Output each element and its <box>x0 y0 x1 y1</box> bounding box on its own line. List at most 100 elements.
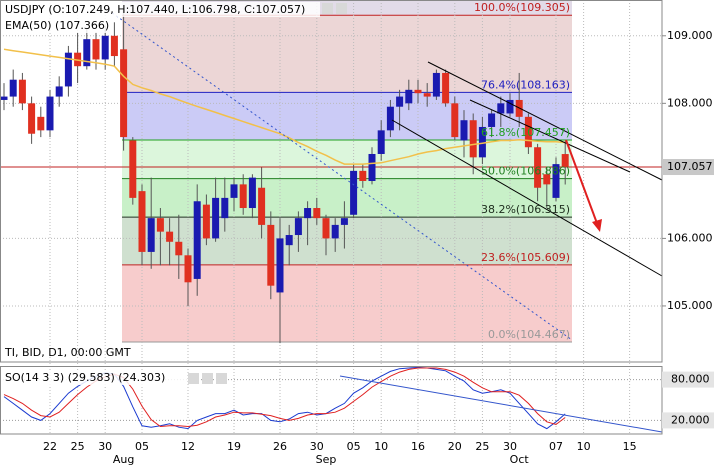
x-tick-label: 30 <box>503 440 517 453</box>
so-trend-line <box>339 375 663 433</box>
candle-body <box>46 96 54 131</box>
panel-icon[interactable] <box>322 3 333 14</box>
candle-body <box>184 255 192 283</box>
candle-body <box>285 235 293 246</box>
y-tick-label: 108.000 <box>667 96 713 109</box>
candle-body <box>488 113 496 127</box>
marks-layer <box>0 8 569 430</box>
candle-body <box>55 86 63 97</box>
x-tick-label: 30 <box>98 440 112 453</box>
candle-body <box>276 238 284 293</box>
candle-body <box>432 72 440 97</box>
candle-body <box>497 103 505 114</box>
channel-middle <box>469 99 631 173</box>
candle-body <box>478 126 486 158</box>
fib-label: 61.8%(107.457) <box>481 126 570 139</box>
candle-body <box>110 35 118 57</box>
candle-body <box>368 153 376 181</box>
candle-body <box>377 130 385 154</box>
so-panel-frame <box>0 366 663 435</box>
x-tick-label: 26 <box>273 440 287 453</box>
month-label: Aug <box>113 453 134 466</box>
candle-body <box>166 231 174 242</box>
candle-body <box>83 39 91 67</box>
candle-body <box>120 49 128 138</box>
candle-body <box>221 197 229 219</box>
so-title-bg <box>2 370 187 385</box>
panel-icon[interactable] <box>336 3 347 14</box>
candle-body <box>451 103 459 138</box>
month-label: Oct <box>510 453 530 466</box>
candle-body <box>534 147 542 188</box>
candle-body <box>9 79 17 97</box>
current-price-box <box>662 159 714 176</box>
candle-body <box>304 208 312 219</box>
x-tick-label: 25 <box>71 440 85 453</box>
fib-band <box>122 140 572 179</box>
x-tick-label: 15 <box>623 440 637 453</box>
candle-body <box>147 218 155 252</box>
candle-body <box>460 120 468 141</box>
candle-body <box>175 241 183 256</box>
fib-band <box>122 15 572 93</box>
candle-body <box>267 224 275 286</box>
chart-title: USDJPY (O:107.249, H:107.440, L:106.798,… <box>5 3 305 16</box>
candle-body <box>18 79 26 104</box>
candle-body <box>442 72 450 104</box>
y-tick-label: 106.000 <box>667 231 713 244</box>
y-tick-label: 109.000 <box>667 29 713 42</box>
x-tick-label: 10 <box>374 440 388 453</box>
candle-body <box>543 174 551 185</box>
candle-body <box>340 218 348 225</box>
candle-body <box>561 154 569 168</box>
candle-body <box>37 116 45 131</box>
panel-icon[interactable] <box>216 373 227 384</box>
x-tick-label: 20 <box>448 440 462 453</box>
candle-body <box>202 204 210 239</box>
y-tick-box <box>662 371 714 388</box>
x-tick-label: 25 <box>475 440 489 453</box>
candle-body <box>212 197 220 239</box>
candle-body <box>359 170 367 181</box>
candle-body <box>405 89 413 104</box>
y-tick-label: 80.000 <box>671 373 710 386</box>
main-panel-frame <box>0 0 663 363</box>
ema-label: EMA(50) (107.366) <box>5 19 109 32</box>
candle-body <box>469 120 477 158</box>
x-tick-label: 10 <box>577 440 591 453</box>
x-tick-label: 12 <box>181 440 195 453</box>
x-tick-label: 16 <box>411 440 425 453</box>
panel-icon[interactable] <box>188 373 199 384</box>
forecast-arrow-head <box>592 219 602 232</box>
candle-body <box>0 96 8 100</box>
y-tick-box <box>662 412 714 429</box>
candle-body <box>101 35 109 60</box>
candle-body <box>386 106 394 131</box>
x-tick-label: 22 <box>43 440 57 453</box>
candle-body <box>92 39 100 60</box>
candle-body <box>64 52 72 87</box>
candle-body <box>258 187 266 225</box>
candle-body <box>331 224 339 239</box>
y-tick-label: 20.000 <box>671 413 710 426</box>
x-tick-label: 07 <box>549 440 563 453</box>
panel-icon[interactable] <box>202 373 213 384</box>
fib-band <box>122 92 572 141</box>
candle-body <box>350 170 358 215</box>
forecast-arrow <box>565 139 599 227</box>
candle-body <box>156 218 164 232</box>
y-tick-label: 105.000 <box>667 299 713 312</box>
x-tick-label: 05 <box>347 440 361 453</box>
candle-body <box>524 116 532 148</box>
candle-body <box>552 164 560 198</box>
candle-body <box>28 103 36 134</box>
ema-label-bg <box>2 18 112 33</box>
x-tick-label: 05 <box>135 440 149 453</box>
current-price-label: 107.057 <box>667 160 713 173</box>
channel-lower <box>391 119 663 277</box>
month-label: Sep <box>316 453 337 466</box>
candle-body <box>294 218 302 236</box>
fib-label: 23.6%(105.609) <box>481 251 570 264</box>
candle-body <box>239 184 247 209</box>
